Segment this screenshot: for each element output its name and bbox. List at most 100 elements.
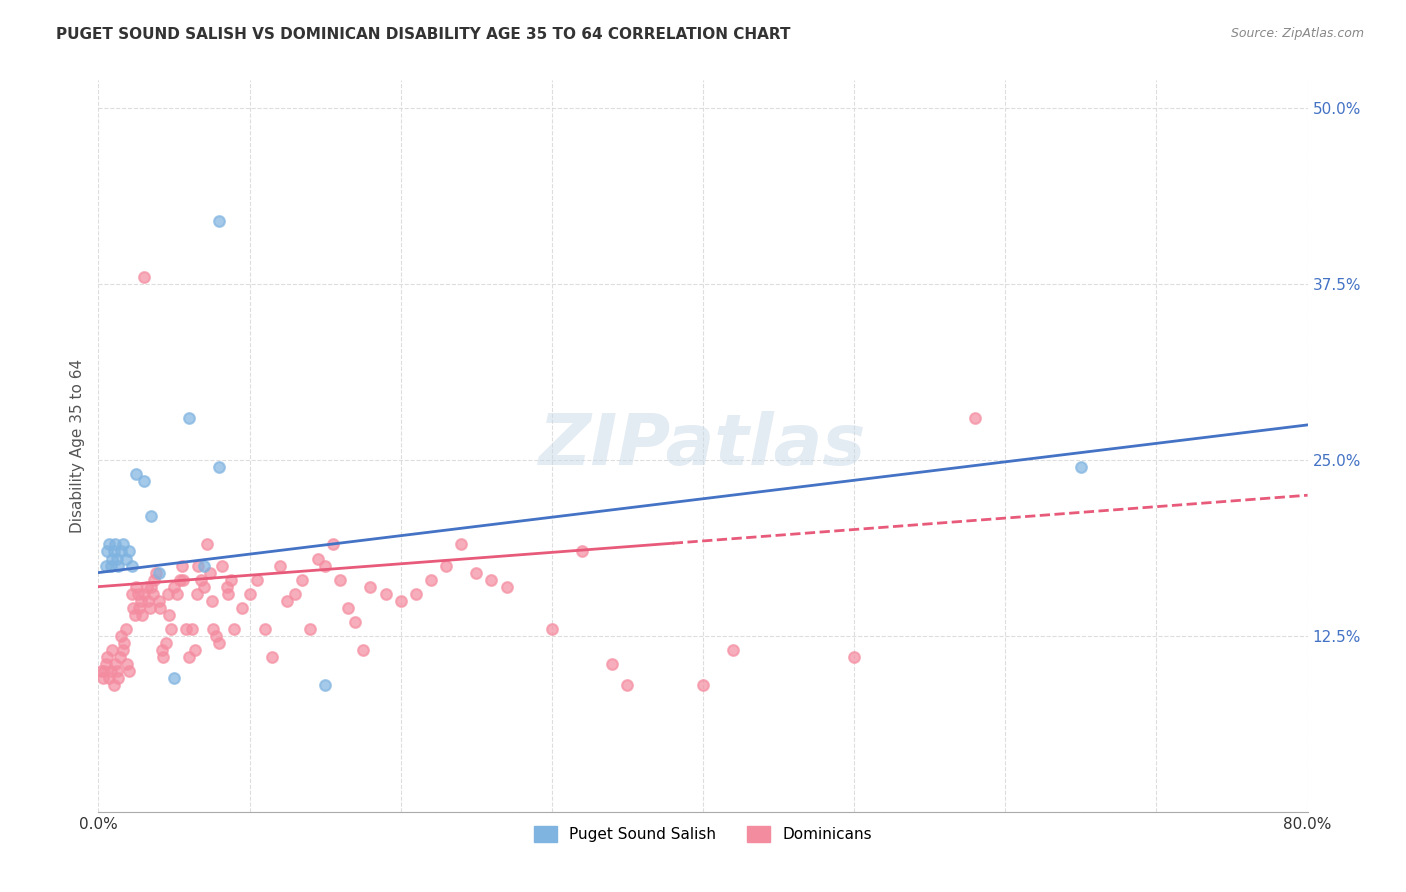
Point [124,607,146,622]
Point [94,558,117,573]
Text: PUGET SOUND SALISH VS DOMINICAN DISABILITY AGE 35 TO 64 CORRELATION CHART: PUGET SOUND SALISH VS DOMINICAN DISABILI… [56,27,790,42]
Legend: Puget Sound Salish, Dominicans: Puget Sound Salish, Dominicans [529,820,877,848]
Point [98,671,121,685]
Text: Source: ZipAtlas.com: Source: ZipAtlas.com [1230,27,1364,40]
Point [100,558,122,573]
Point [208,636,231,650]
Point [108,650,131,665]
Point [145,566,167,580]
Point [101,551,124,566]
Point [179,410,201,425]
Point [217,587,239,601]
Point [125,467,148,482]
Point [336,600,359,615]
Point [115,657,138,671]
Point [193,558,215,573]
Point [181,622,204,636]
Point [112,636,135,650]
Point [314,678,336,692]
Point [291,573,314,587]
Point [465,566,488,580]
Point [174,622,197,636]
Point [481,573,503,587]
Point [374,587,396,601]
Point [118,544,141,558]
Point [200,566,222,580]
Point [104,657,127,671]
Point [314,558,336,573]
Point [166,587,188,601]
Point [420,573,443,587]
Point [129,593,152,607]
Point [253,622,276,636]
Point [103,678,125,692]
Point [692,678,714,692]
Point [221,573,243,587]
Point [495,580,517,594]
Point [128,600,150,615]
Point [170,558,193,573]
Point [187,558,209,573]
Point [94,657,117,671]
Point [205,629,228,643]
Y-axis label: Disability Age 35 to 64: Disability Age 35 to 64 [69,359,84,533]
Point [208,214,231,228]
Point [276,593,298,607]
Point [965,410,987,425]
Point [616,678,638,692]
Point [405,587,427,601]
Point [172,573,194,587]
Point [114,551,136,566]
Point [132,587,155,601]
Point [93,664,115,678]
Point [110,544,132,558]
Point [169,573,191,587]
Point [105,664,128,678]
Point [114,622,136,636]
Point [107,671,129,685]
Point [96,544,118,558]
Point [246,573,269,587]
Point [602,657,624,671]
Point [844,650,866,665]
Point [105,551,128,566]
Point [110,629,132,643]
Point [148,593,170,607]
Point [101,643,124,657]
Point [139,600,162,615]
Point [131,607,153,622]
Point [224,622,246,636]
Point [107,558,129,573]
Point [111,537,134,551]
Point [211,558,233,573]
Point [127,587,149,601]
Point [195,537,218,551]
Point [142,587,165,601]
Point [179,650,201,665]
Point [723,643,745,657]
Point [135,580,157,594]
Point [160,622,183,636]
Point [262,650,284,665]
Point [122,600,145,615]
Point [352,643,374,657]
Point [540,622,562,636]
Point [450,537,472,551]
Point [118,664,141,678]
Point [215,580,238,594]
Point [284,587,307,601]
Point [163,580,186,594]
Point [152,650,174,665]
Point [360,580,382,594]
Point [571,544,593,558]
Point [434,558,457,573]
Point [155,636,177,650]
Point [156,587,179,601]
Point [208,460,231,475]
Point [307,551,329,566]
Point [239,587,262,601]
Point [201,593,224,607]
Point [190,573,212,587]
Point [389,593,412,607]
Point [184,643,207,657]
